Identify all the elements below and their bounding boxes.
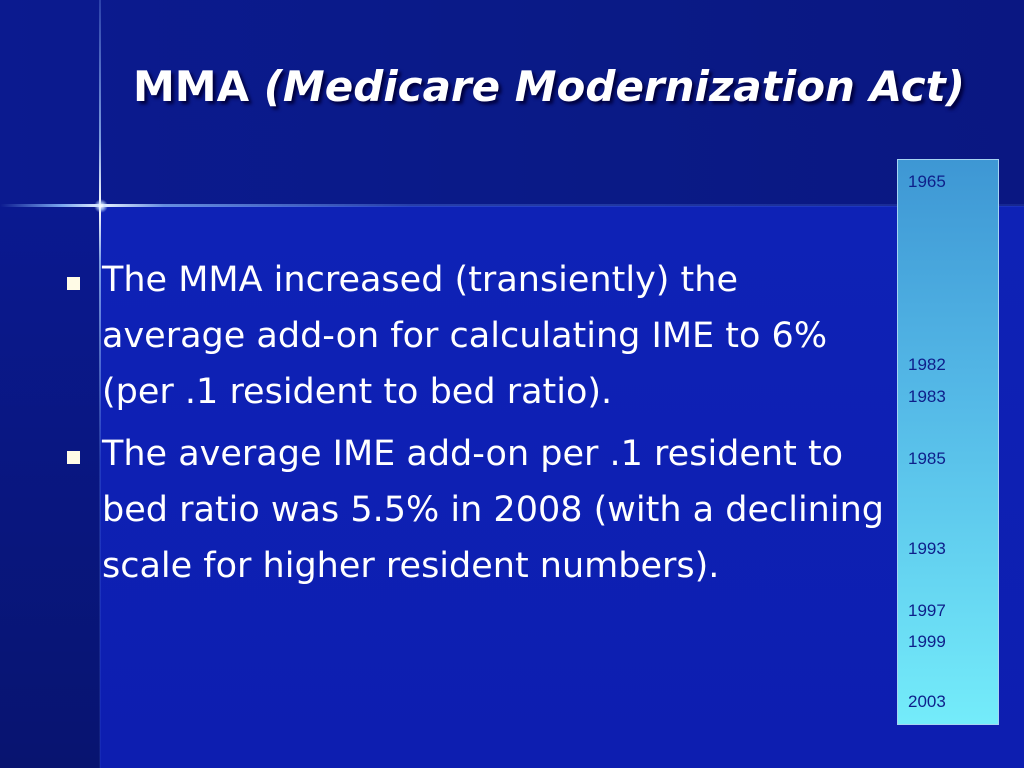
bullet-item: The MMA increased (transiently) the aver… <box>62 252 892 420</box>
vertical-accent-line <box>99 0 101 768</box>
slide-header-background <box>0 0 1024 206</box>
timeline-year: 1982 <box>908 355 946 374</box>
timeline-year: 1983 <box>908 387 946 406</box>
timeline-panel: 1965 1982 1983 1985 1993 1997 1999 2003 <box>897 159 999 725</box>
square-bullet-icon <box>67 277 80 290</box>
slide-body-background <box>100 206 1024 768</box>
title-main: MMA <box>133 62 250 111</box>
slide-left-band <box>0 206 100 768</box>
bullet-text: The average IME add-on per .1 resident t… <box>102 434 884 586</box>
square-bullet-icon <box>67 451 80 464</box>
timeline-year: 1999 <box>908 632 946 651</box>
title-subtitle: (Medicare Modernization Act) <box>263 62 965 111</box>
horizontal-accent-line <box>0 204 1024 207</box>
bullet-item: The average IME add-on per .1 resident t… <box>62 426 892 594</box>
timeline-year: 1985 <box>908 449 946 468</box>
sparkle-decoration <box>94 199 108 213</box>
timeline-year: 1965 <box>908 172 946 191</box>
timeline-year: 1997 <box>908 601 946 620</box>
bullet-text: The MMA increased (transiently) the aver… <box>102 260 828 412</box>
slide-title: MMA (Medicare Modernization Act) <box>133 55 965 119</box>
timeline-year: 2003 <box>908 692 946 711</box>
timeline-year: 1993 <box>908 539 946 558</box>
bullet-list: The MMA increased (transiently) the aver… <box>62 252 892 600</box>
